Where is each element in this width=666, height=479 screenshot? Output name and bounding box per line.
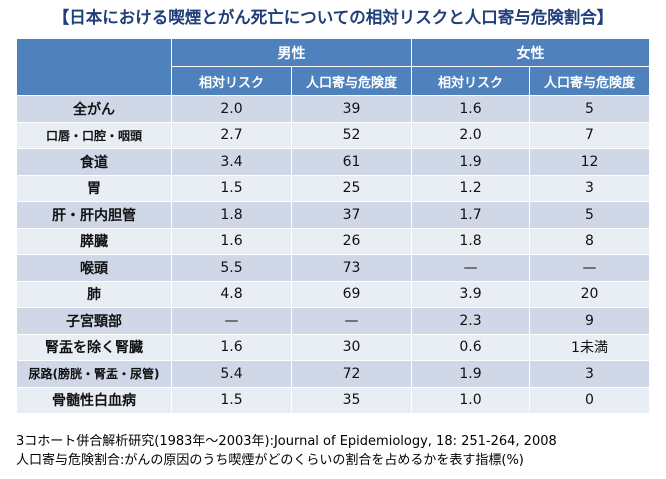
footnotes: 3コホート併合解析研究(1983年～2003年):Journal of Epid…: [16, 432, 656, 470]
female-paf: 0: [529, 386, 650, 414]
male-paf: 73: [291, 254, 412, 282]
female-relative-risk: 1.7: [411, 201, 530, 229]
row-label: 喉頭: [16, 254, 172, 282]
female-paf: 7: [529, 121, 650, 149]
table-row: 全がん 2.0 39 1.6 5: [16, 95, 650, 123]
female-relative-risk: 1.2: [411, 174, 530, 202]
female-paf: 3: [529, 174, 650, 202]
female-paf: 9: [529, 307, 650, 335]
male-paf: —: [291, 307, 412, 335]
row-label: 全がん: [16, 95, 172, 123]
risk-table: 男性 女性 相対リスク 人口寄与危険度 相対リスク 人口寄与危険度 全がん 2.…: [16, 38, 650, 414]
row-label: 胃: [16, 174, 172, 202]
female-paf: 20: [529, 280, 650, 308]
male-paf: 26: [291, 227, 412, 255]
table-row: 食道 3.4 61 1.9 12: [16, 148, 650, 176]
male-paf: 52: [291, 121, 412, 149]
row-label: 膵臓: [16, 227, 172, 255]
header-female-paf: 人口寄与危険度: [529, 66, 650, 96]
table-row: 胃 1.5 25 1.2 3: [16, 174, 650, 202]
row-label: 口唇・口腔・咽頭: [16, 121, 172, 149]
female-paf: 3: [529, 360, 650, 388]
female-relative-risk: 2.0: [411, 121, 530, 149]
table-row: 肺 4.8 69 3.9 20: [16, 280, 650, 308]
table-row: 子宮頸部 — — 2.3 9: [16, 307, 650, 335]
male-relative-risk: 5.4: [171, 360, 292, 388]
male-paf: 30: [291, 333, 412, 361]
female-paf: 5: [529, 95, 650, 123]
male-paf: 35: [291, 386, 412, 414]
table-row: 喉頭 5.5 73 — —: [16, 254, 650, 282]
female-relative-risk: 3.9: [411, 280, 530, 308]
header-male-paf: 人口寄与危険度: [291, 66, 412, 96]
male-paf: 72: [291, 360, 412, 388]
female-paf: —: [529, 254, 650, 282]
table-row: 膵臓 1.6 26 1.8 8: [16, 227, 650, 255]
male-relative-risk: 1.5: [171, 386, 292, 414]
header-corner: [16, 38, 172, 96]
female-paf: 5: [529, 201, 650, 229]
definition-note: 人口寄与危険割合:がんの原因のうち喫煙がどのくらいの割合を占めるかを表す指標(%…: [16, 453, 524, 468]
header-male-relative-risk: 相対リスク: [171, 66, 292, 96]
female-relative-risk: 0.6: [411, 333, 530, 361]
row-label: 食道: [16, 148, 172, 176]
page-title: 【日本における喫煙とがん死亡についての相対リスクと人口寄与危険割合】: [52, 8, 614, 27]
female-relative-risk: 1.0: [411, 386, 530, 414]
male-relative-risk: 2.7: [171, 121, 292, 149]
header-row-sex: 男性 女性: [16, 38, 650, 96]
male-paf: 25: [291, 174, 412, 202]
header-male: 男性: [171, 38, 412, 67]
source-note: 3コホート併合解析研究(1983年～2003年):Journal of Epid…: [16, 434, 557, 449]
table-row: 肝・肝内胆管 1.8 37 1.7 5: [16, 201, 650, 229]
male-relative-risk: 2.0: [171, 95, 292, 123]
table-row: 口唇・口腔・咽頭 2.7 52 2.0 7: [16, 121, 650, 149]
male-relative-risk: 1.6: [171, 333, 292, 361]
female-paf: 8: [529, 227, 650, 255]
table-row: 腎盂を除く腎臓 1.6 30 0.6 1未満: [16, 333, 650, 361]
male-relative-risk: —: [171, 307, 292, 335]
female-relative-risk: 1.9: [411, 148, 530, 176]
male-relative-risk: 1.6: [171, 227, 292, 255]
header-female: 女性: [411, 38, 650, 67]
female-paf: 1未満: [529, 333, 650, 361]
male-paf: 37: [291, 201, 412, 229]
table-row: 骨髄性白血病 1.5 35 1.0 0: [16, 386, 650, 414]
female-relative-risk: 2.3: [411, 307, 530, 335]
female-relative-risk: 1.9: [411, 360, 530, 388]
female-relative-risk: 1.8: [411, 227, 530, 255]
row-label: 骨髄性白血病: [16, 386, 172, 414]
row-label: 腎盂を除く腎臓: [16, 333, 172, 361]
row-label: 肺: [16, 280, 172, 308]
table-row: 尿路(膀胱・腎盂・尿管) 5.4 72 1.9 3: [16, 360, 650, 388]
row-label: 子宮頸部: [16, 307, 172, 335]
header-row-metric: 相対リスク 人口寄与危険度 相対リスク 人口寄与危険度: [17, 66, 650, 96]
male-paf: 61: [291, 148, 412, 176]
male-relative-risk: 1.5: [171, 174, 292, 202]
male-relative-risk: 5.5: [171, 254, 292, 282]
male-paf: 39: [291, 95, 412, 123]
male-relative-risk: 1.8: [171, 201, 292, 229]
row-label: 尿路(膀胱・腎盂・尿管): [16, 360, 172, 388]
header-female-relative-risk: 相対リスク: [411, 66, 530, 96]
male-paf: 69: [291, 280, 412, 308]
female-paf: 12: [529, 148, 650, 176]
female-relative-risk: —: [411, 254, 530, 282]
female-relative-risk: 1.6: [411, 95, 530, 123]
male-relative-risk: 3.4: [171, 148, 292, 176]
row-label: 肝・肝内胆管: [16, 201, 172, 229]
male-relative-risk: 4.8: [171, 280, 292, 308]
